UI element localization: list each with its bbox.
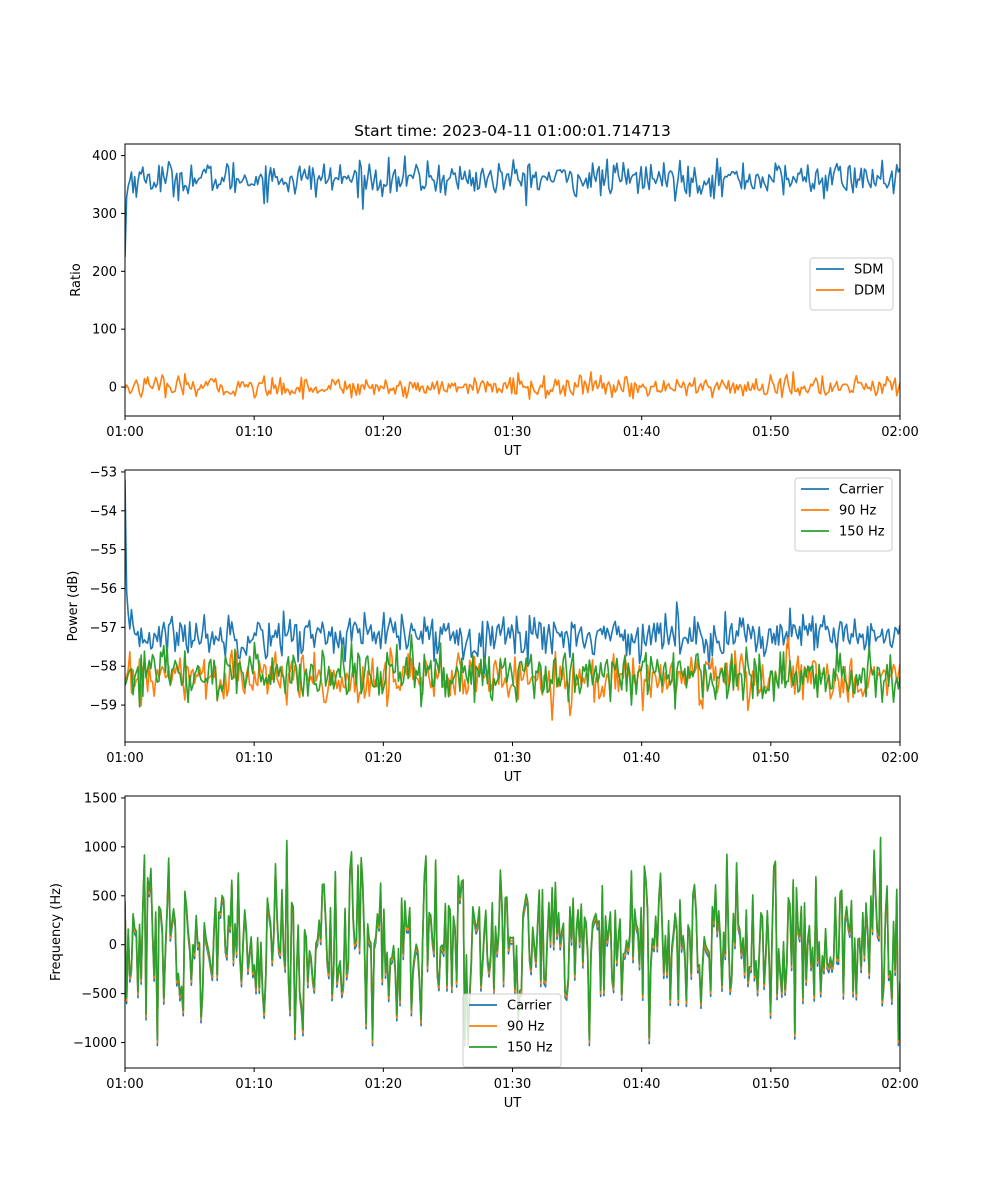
chart-panel-3: 01:00 01:10 01:20 01:30 01:40 01:50 02:00 −1000… [49, 791, 919, 1111]
x-tick-label: 01:10 [235, 425, 272, 440]
legend-label: 90 Hz [507, 1020, 544, 1035]
y-tick-label: −56 [90, 582, 117, 597]
x-tick-label: 02:00 [881, 751, 918, 766]
y-tick-label: 400 [92, 149, 117, 164]
y-tick-label: −500 [81, 987, 117, 1002]
x-tick-label: 01:00 [106, 425, 143, 440]
legend: Carrier 90 Hz 150 Hz [462, 993, 562, 1068]
y-tick-label: −58 [90, 660, 117, 675]
legend-label: 150 Hz [507, 1041, 553, 1056]
legend-label: DDM [854, 284, 885, 299]
x-tick-label: 01:50 [752, 751, 789, 766]
chart-panel-1: 01:00 01:10 01:20 01:30 01:40 01:50 02:00 0 100 2… [69, 143, 919, 459]
legend-label: SDM [854, 263, 883, 278]
x-tick-label: 01:50 [752, 1077, 789, 1092]
legend-box [794, 477, 893, 552]
y-tick-label: −55 [90, 543, 117, 558]
series-line-150-hz [125, 836, 900, 1041]
x-axis-label: UT [504, 444, 522, 459]
x-tick-label: 02:00 [881, 1077, 918, 1092]
series-group [125, 836, 900, 1047]
legend-label: Carrier [507, 999, 552, 1014]
legend: Carrier 90 Hz 150 Hz [794, 477, 893, 552]
legend-box [462, 993, 562, 1068]
series-line-ddm [125, 371, 900, 400]
x-axis-label: UT [504, 770, 522, 785]
series-line-carrier [125, 479, 900, 675]
legend-label: Carrier [839, 483, 884, 498]
x-tick-label: 01:30 [494, 1077, 531, 1092]
x-axis-label: UT [504, 1096, 522, 1111]
legend-label: 150 Hz [839, 525, 885, 540]
y-tick-label: 1500 [84, 791, 117, 806]
x-tick-label: 01:40 [623, 425, 660, 440]
x-tick-label: 01:00 [106, 751, 143, 766]
series-group [125, 155, 900, 400]
figure-title: Start time: 2023-04-11 01:00:01.714713 [354, 122, 671, 140]
y-axis-label: Frequency (Hz) [49, 883, 64, 981]
y-tick-label: −54 [90, 504, 117, 519]
legend-label: 90 Hz [839, 504, 876, 519]
y-tick-label: 1000 [84, 840, 117, 855]
y-tick-label: −1000 [73, 1036, 117, 1051]
x-tick-label: 01:10 [235, 751, 272, 766]
x-tick-label: 01:00 [106, 1077, 143, 1092]
chart-panel-2: 01:00 01:10 01:20 01:30 01:40 01:50 02:00 −59 −5… [66, 465, 919, 785]
x-tick-label: 01:20 [365, 751, 402, 766]
legend-box [809, 257, 894, 311]
y-tick-label: 200 [92, 265, 117, 280]
x-tick-label: 01:30 [494, 751, 531, 766]
legend: SDM DDM [809, 257, 894, 311]
x-tick-label: 01:20 [365, 1077, 402, 1092]
y-axis-label: Power (dB) [66, 571, 81, 642]
y-tick-label: −53 [90, 465, 117, 480]
panels: 01:00 01:10 01:20 01:30 01:40 01:50 02:00 0 100 2… [49, 143, 919, 1111]
y-tick-label: 300 [92, 207, 117, 222]
x-tick-label: 01:10 [235, 1077, 272, 1092]
series-line-150-hz [125, 634, 900, 710]
y-tick-label: 0 [109, 381, 117, 396]
x-tick-label: 01:50 [752, 425, 789, 440]
x-tick-label: 02:00 [881, 425, 918, 440]
y-tick-label: 0 [109, 938, 117, 953]
y-tick-label: −57 [90, 621, 117, 636]
y-tick-label: −59 [90, 699, 117, 714]
y-tick-label: 500 [92, 889, 117, 904]
x-tick-label: 01:40 [623, 751, 660, 766]
y-tick-label: 100 [92, 323, 117, 338]
series-group [125, 479, 900, 721]
x-tick-label: 01:30 [494, 425, 531, 440]
y-axis-label: Ratio [69, 263, 84, 296]
x-tick-label: 01:20 [365, 425, 402, 440]
x-tick-label: 01:40 [623, 1077, 660, 1092]
series-line-sdm [125, 155, 900, 257]
